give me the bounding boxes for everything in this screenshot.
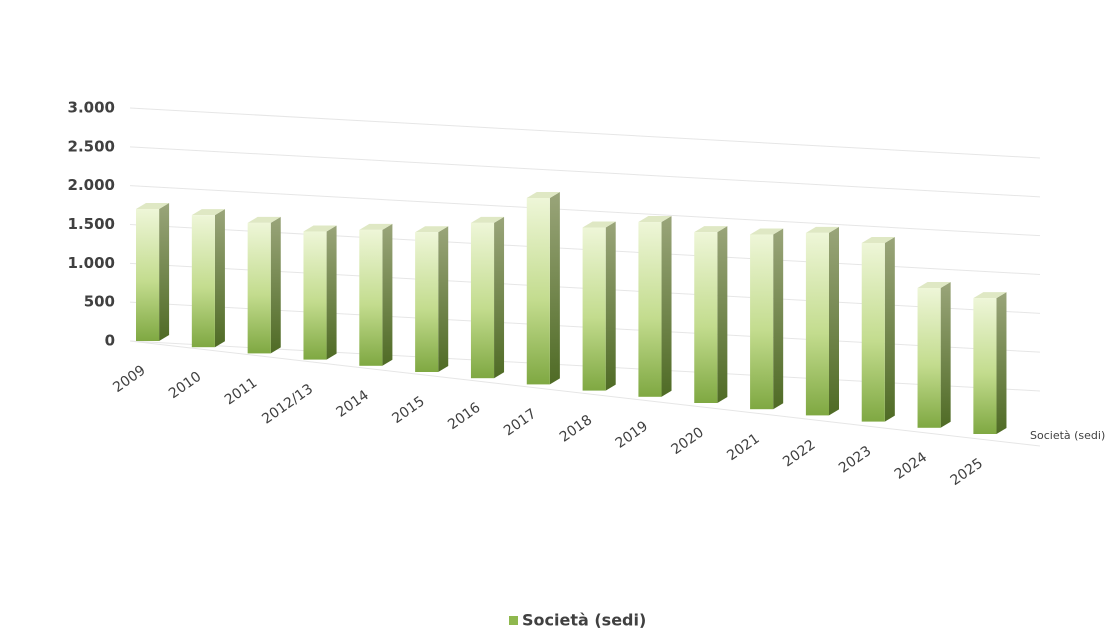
bar-top bbox=[303, 225, 337, 232]
y-tick-label: 0 bbox=[105, 332, 115, 350]
x-tick-label: 2015 bbox=[389, 393, 427, 427]
y-tick-label: 2.500 bbox=[68, 137, 115, 155]
grid-line bbox=[129, 146, 1041, 198]
x-tick-label: 2020 bbox=[668, 424, 706, 458]
bar bbox=[470, 222, 495, 379]
floor-line bbox=[129, 340, 1041, 447]
bar-top bbox=[694, 226, 728, 233]
x-tick-label: 2023 bbox=[836, 443, 874, 477]
bar-side bbox=[940, 282, 951, 428]
x-tick-label: 2016 bbox=[445, 400, 483, 434]
grid-line bbox=[129, 185, 1041, 237]
bar-top bbox=[973, 292, 1007, 299]
bar-top bbox=[526, 192, 560, 198]
bar-top bbox=[136, 202, 170, 209]
bar-side bbox=[884, 236, 895, 422]
x-tick-label: 2018 bbox=[557, 412, 595, 446]
x-tick-label: 2011 bbox=[222, 375, 260, 409]
bar bbox=[191, 215, 215, 348]
bar-top bbox=[917, 282, 951, 288]
bar-top bbox=[805, 226, 839, 233]
bar-top bbox=[470, 216, 505, 223]
bar-side bbox=[326, 225, 337, 360]
legend-label: Società (sedi) bbox=[522, 611, 646, 629]
bar-side bbox=[159, 202, 170, 341]
bar bbox=[638, 222, 662, 397]
bar bbox=[303, 231, 327, 360]
y-tick-label: 1.500 bbox=[68, 215, 115, 233]
bar-side bbox=[773, 228, 784, 410]
x-tick-label: 2022 bbox=[780, 437, 818, 471]
series-label: Società (sedi) bbox=[1030, 429, 1105, 442]
y-tick-label: 3.000 bbox=[68, 99, 115, 117]
x-tick-label: 2019 bbox=[613, 418, 651, 452]
bar-top bbox=[247, 216, 281, 223]
bar-top bbox=[861, 236, 895, 243]
bar bbox=[526, 198, 550, 385]
bar-top bbox=[638, 216, 672, 223]
bar-side bbox=[382, 223, 393, 366]
bar bbox=[694, 232, 718, 403]
bar-side bbox=[996, 292, 1007, 434]
y-tick-label: 1.000 bbox=[68, 254, 115, 272]
bar bbox=[247, 222, 271, 354]
x-tick-label: 2009 bbox=[110, 362, 148, 396]
y-tick-label: 500 bbox=[84, 293, 115, 311]
y-tick-label: 2.000 bbox=[68, 176, 115, 194]
bar-top bbox=[750, 228, 784, 235]
bar bbox=[973, 298, 997, 434]
grid-line bbox=[129, 107, 1041, 159]
bar-side bbox=[438, 226, 449, 372]
x-tick-label: 2014 bbox=[334, 387, 372, 421]
bar bbox=[136, 208, 160, 341]
bar bbox=[750, 234, 774, 410]
bar bbox=[415, 232, 439, 372]
bar bbox=[917, 288, 941, 428]
bar-side bbox=[717, 226, 728, 403]
bar-top bbox=[582, 221, 616, 228]
bar-side bbox=[605, 221, 616, 391]
bar-top bbox=[415, 226, 449, 233]
bar-side bbox=[270, 216, 281, 354]
x-tick-label: 2017 bbox=[501, 406, 539, 440]
bar-side bbox=[494, 216, 505, 379]
bar-side bbox=[829, 226, 839, 416]
bar-side bbox=[214, 209, 225, 348]
legend-swatch bbox=[509, 616, 518, 625]
bar bbox=[805, 232, 829, 416]
bar bbox=[582, 227, 606, 391]
x-tick-label: 2021 bbox=[724, 431, 762, 465]
bar bbox=[861, 242, 885, 422]
x-tick-label: 2025 bbox=[948, 455, 986, 489]
x-tick-label: 2024 bbox=[892, 449, 930, 483]
bar-side bbox=[549, 192, 560, 385]
bar-side bbox=[661, 216, 672, 397]
x-tick-label: 2012/13 bbox=[259, 381, 316, 427]
bar-top bbox=[191, 209, 225, 216]
x-tick-label: 2010 bbox=[166, 369, 204, 403]
bar bbox=[359, 229, 383, 366]
bar-top bbox=[359, 223, 393, 230]
